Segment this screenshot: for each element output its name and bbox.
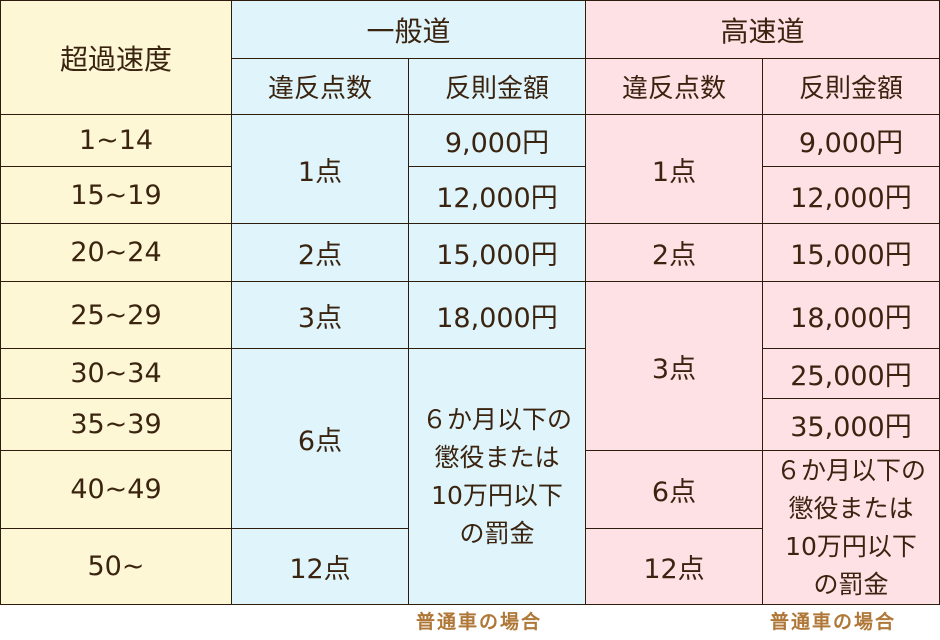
penalty-note-line: ６か月以下の xyxy=(421,404,572,434)
highway-fine-cell: 25,000円 xyxy=(762,348,940,399)
header-highway: 高速道 xyxy=(585,0,940,59)
penalty-note-line: 懲役または xyxy=(434,442,560,472)
speed-cell: 20~24 xyxy=(0,223,232,282)
general-fine-cell: 15,000円 xyxy=(408,223,586,282)
speed-cell: 30~34 xyxy=(0,348,232,399)
penalty-note-line: ６か月以下の xyxy=(775,455,926,485)
header-highway-fine: 反則金額 xyxy=(762,58,940,115)
general-fine-cell: 12,000円 xyxy=(408,166,586,224)
header-speed: 超過速度 xyxy=(0,0,232,115)
penalty-note-line: の罰金 xyxy=(459,518,535,548)
highway-fine-cell: 35,000円 xyxy=(762,398,940,451)
general-footnote: 普通車の場合 xyxy=(416,611,543,633)
highway-fine-cell: 9,000円 xyxy=(762,114,940,167)
speed-cell: 25~29 xyxy=(0,281,232,349)
highway-fine-cell: 15,000円 xyxy=(762,223,940,282)
highway-fine-cell: 12,000円 xyxy=(762,166,940,224)
speed-cell: 1~14 xyxy=(0,114,232,167)
speed-cell: 35~39 xyxy=(0,398,232,451)
highway-penalty-note: ６か月以下の 懲役または 10万円以下 の罰金 xyxy=(762,450,940,605)
highway-fine-cell: 18,000円 xyxy=(762,281,940,349)
highway-points-cell: 12点 xyxy=(585,528,763,605)
header-general-points: 違反点数 xyxy=(231,58,409,115)
highway-points-cell: 3点 xyxy=(585,281,763,451)
highway-points-cell: 2点 xyxy=(585,223,763,282)
general-points-cell: 2点 xyxy=(231,223,409,282)
header-general-fine: 反則金額 xyxy=(408,58,586,115)
general-fine-cell: 9,000円 xyxy=(408,114,586,167)
header-highway-points: 違反点数 xyxy=(585,58,763,115)
general-points-cell: 1点 xyxy=(231,114,409,224)
general-points-cell: 3点 xyxy=(231,281,409,349)
highway-footnote: 普通車の場合 xyxy=(770,611,897,633)
general-points-cell: 6点 xyxy=(231,348,409,529)
penalty-note-line: 懲役または xyxy=(788,493,914,523)
highway-points-cell: 6点 xyxy=(585,450,763,529)
speed-cell: 15~19 xyxy=(0,166,232,224)
penalty-note-line: の罰金 xyxy=(813,569,889,599)
general-fine-cell: 18,000円 xyxy=(408,281,586,349)
highway-points-cell: 1点 xyxy=(585,114,763,224)
penalty-note-line: 10万円以下 xyxy=(785,531,917,561)
speed-cell: 40~49 xyxy=(0,450,232,529)
speed-cell: 50~ xyxy=(0,528,232,605)
general-points-cell: 12点 xyxy=(231,528,409,605)
header-general-road: 一般道 xyxy=(231,0,586,59)
general-penalty-note: ６か月以下の 懲役または 10万円以下 の罰金 xyxy=(408,348,586,605)
penalty-note-line: 10万円以下 xyxy=(431,480,563,510)
